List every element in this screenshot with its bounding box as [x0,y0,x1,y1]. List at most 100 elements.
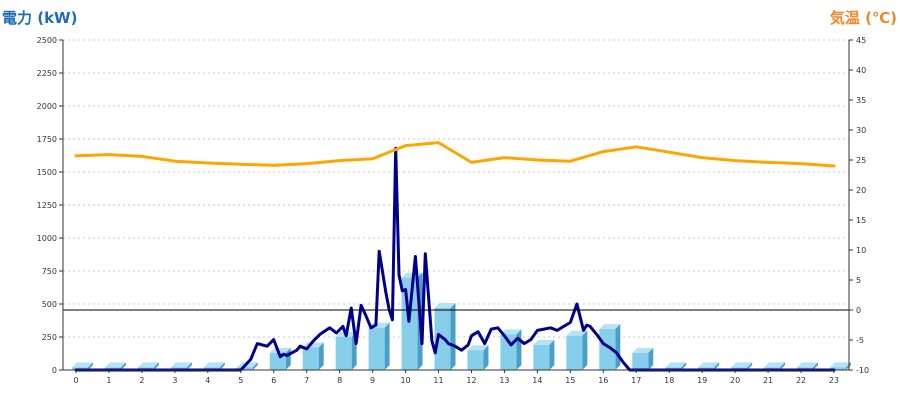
x-tick-label-13: 13 [499,376,509,385]
bar-side-17 [648,347,654,370]
bar-top-21 [764,362,786,368]
left-tick-label-0: 0 [52,366,57,375]
right-tick-label-2: 0 [856,306,861,315]
bar-side-23 [845,362,851,370]
x-tick-label-20: 20 [730,376,740,385]
bar-side-9 [384,322,390,370]
bar-top-0 [72,362,93,368]
bar-side-1 [120,362,126,370]
bar-side-14 [549,339,555,370]
x-tick-label-0: 0 [73,376,78,385]
bar-side-20 [747,362,753,370]
bar-top-23 [829,362,851,368]
left-tick-label-5: 1250 [37,201,57,210]
x-tick-label-15: 15 [565,376,575,385]
x-tick-label-19: 19 [697,376,707,385]
right-tick-label-3: 5 [856,276,861,285]
bar-side-4 [219,362,225,370]
grid-lines [63,39,849,338]
x-tick-label-3: 3 [172,376,177,385]
bar-8 [335,332,357,370]
temperature-line [74,141,836,168]
bar-top-12 [467,345,489,351]
bar-top-17 [632,347,654,353]
bar-15 [566,330,588,370]
power-line [74,146,836,372]
bar-side-19 [714,362,720,370]
bar-top-18 [665,362,687,368]
right-tick-label-8: 30 [856,126,866,135]
left-tick-label-6: 1500 [37,168,57,177]
bar-side-0 [88,362,93,370]
x-tick-label-17: 17 [631,376,641,385]
tick-labels: 02505007501000125015001750200022502500-1… [37,36,869,385]
left-tick-label-3: 750 [42,267,57,276]
x-tick-label-2: 2 [139,376,144,385]
bar-top-14 [533,339,555,345]
bar-6 [269,347,291,370]
power-bars [72,272,851,370]
right-tick-label-11: 45 [856,36,866,45]
bar-9 [368,322,390,370]
x-tick-label-7: 7 [304,376,309,385]
x-tick-label-22: 22 [796,376,806,385]
bar-16 [599,324,621,370]
bar-front-5 [236,367,253,370]
bar-front-14 [533,344,550,370]
bar-side-22 [813,362,819,370]
bar-top-15 [566,330,588,336]
bar-top-16 [599,324,621,330]
left-tick-label-1: 250 [42,333,57,342]
bar-front-7 [302,347,319,370]
bar-front-17 [632,352,649,370]
bar-top-19 [698,362,720,368]
bar-side-3 [186,362,192,370]
bar-side-12 [483,345,489,370]
bar-top-1 [104,362,126,368]
x-tick-label-14: 14 [532,376,542,385]
bar-23 [829,362,851,370]
bar-side-16 [615,324,621,370]
bar-front-16 [599,329,616,370]
bar-side-7 [318,342,324,370]
bar-side-2 [153,362,159,370]
right-tick-label-4: 10 [856,246,866,255]
bar-7 [302,342,324,370]
bar-12 [467,345,489,370]
right-tick-label-0: -10 [856,366,869,375]
left-tick-label-7: 1750 [37,135,57,144]
left-tick-label-2: 500 [42,300,57,309]
bar-top-13 [500,329,522,335]
axes [59,39,853,373]
x-tick-label-8: 8 [337,376,342,385]
bar-top-22 [797,362,819,368]
bar-side-18 [681,362,687,370]
bar-side-13 [516,329,522,370]
bar-side-5 [252,362,258,370]
bar-top-6 [269,347,291,353]
x-tick-label-18: 18 [664,376,674,385]
bar-14 [533,339,555,370]
left-tick-label-9: 2250 [37,69,57,78]
x-tick-label-6: 6 [271,376,276,385]
left-axis-title: 電力 (kW) [2,9,77,27]
bar-front-9 [368,327,385,370]
bar-front-12 [467,350,484,370]
x-tick-label-4: 4 [205,376,210,385]
bar-top-4 [203,362,225,368]
x-tick-label-12: 12 [466,376,476,385]
bar-top-20 [731,362,753,368]
bar-top-11 [434,302,456,308]
right-tick-label-5: 15 [856,216,866,225]
x-tick-label-1: 1 [106,376,111,385]
bar-front-23 [829,367,846,370]
bar-17 [632,347,654,370]
x-tick-label-16: 16 [598,376,608,385]
right-tick-label-9: 35 [856,96,866,105]
x-tick-label-11: 11 [433,376,443,385]
left-tick-label-8: 2000 [37,102,57,111]
x-tick-label-23: 23 [829,376,839,385]
right-tick-label-1: -5 [856,336,864,345]
series-lines [74,141,836,372]
bar-side-11 [450,302,456,370]
